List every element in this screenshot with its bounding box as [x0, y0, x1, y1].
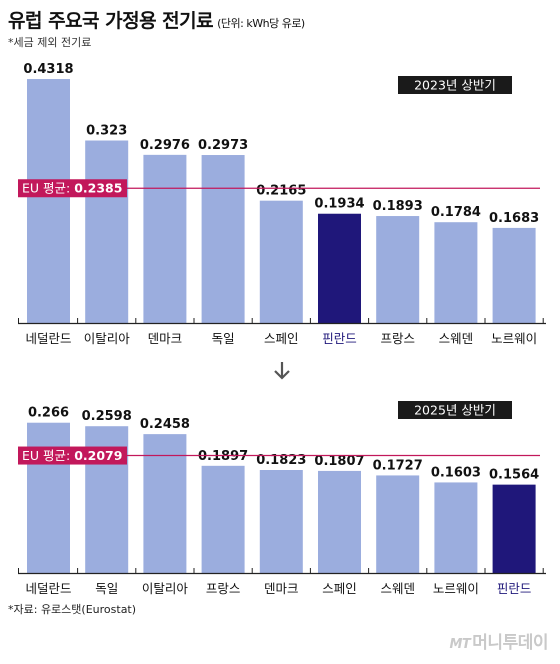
chart-2025: 2025년 상반기 0.266 네덜란드 0.2598 독일 0.2458 이탈리아 0.18… [18, 401, 546, 596]
logo-mark: MT [449, 637, 471, 652]
category-label: 독일 [95, 581, 118, 596]
bar-프랑스 [376, 216, 420, 323]
eu-average-badge [18, 179, 127, 198]
value-label: 0.4318 [23, 62, 73, 77]
category-label: 덴마크 [148, 331, 183, 346]
bar-노르웨이 [492, 227, 536, 323]
bar-스웨덴 [376, 475, 420, 573]
category-label: 이탈리아 [142, 581, 189, 596]
value-label: 0.2458 [140, 417, 190, 432]
value-label: 0.323 [86, 124, 127, 139]
eu-average-value: 0.2079 [74, 448, 122, 463]
value-label: 0.1564 [489, 468, 539, 483]
period-badge: 2025년 상반기 [398, 401, 512, 419]
eu-average-prefix: EU 평균: [22, 448, 74, 463]
value-label: 0.1934 [314, 197, 364, 212]
bar-핀란드 [492, 484, 536, 573]
category-label: 스웨덴 [380, 581, 415, 596]
eu-average-label: EU 평균: 0.2079 [22, 448, 122, 463]
bar-이탈리아 [85, 140, 129, 323]
value-label: 0.1603 [431, 465, 481, 480]
publisher-logo: MT 머니투데이 [449, 628, 548, 653]
eu-average-label: EU 평균: 0.2385 [22, 181, 122, 196]
value-label: 0.2165 [256, 184, 306, 199]
category-label: 스페인 [264, 331, 299, 346]
bar-스페인 [318, 470, 361, 573]
value-label: 0.1683 [489, 211, 539, 226]
subtitle: *세금 제외 전기료 [8, 36, 92, 49]
value-label: 0.266 [28, 406, 69, 421]
category-label: 핀란드 [322, 331, 357, 346]
value-label: 0.2976 [140, 138, 190, 153]
value-label: 0.1727 [373, 458, 423, 473]
chart-title: 유럽 주요국 가정용 전기료 (단위: kWh당 유로) [8, 10, 305, 32]
value-label: 0.2598 [82, 409, 132, 424]
value-label: 0.2973 [198, 138, 248, 153]
category-label: 노르웨이 [491, 331, 537, 346]
value-label: 0.1897 [198, 449, 248, 464]
category-label: 네덜란드 [25, 331, 71, 346]
bar-덴마크 [259, 470, 303, 573]
period-label: 2025년 상반기 [414, 403, 496, 418]
logo-name: 머니투데이 [472, 633, 548, 653]
period-badge: 2023년 상반기 [398, 76, 512, 94]
value-label: 0.1893 [373, 199, 423, 214]
bar-스페인 [259, 200, 303, 323]
unit-label: (단위: kWh당 유로) [217, 17, 305, 30]
category-label: 핀란드 [497, 581, 532, 596]
category-label: 네덜란드 [25, 581, 71, 596]
bar-노르웨이 [434, 482, 478, 573]
bar-덴마크 [143, 154, 187, 323]
source-footnote: *자료: 유로스탯(Eurostat) [8, 603, 137, 616]
category-label: 프랑스 [380, 331, 415, 346]
period-badge-bg [398, 76, 512, 94]
value-label: 0.1784 [431, 205, 481, 220]
eu-average-value: 0.2385 [74, 181, 122, 196]
bar-스웨덴 [434, 222, 478, 323]
bar-독일 [201, 155, 245, 323]
bar-핀란드 [318, 213, 361, 323]
period-badge-bg [398, 401, 512, 419]
category-label: 스페인 [322, 581, 357, 596]
category-label: 스웨덴 [439, 331, 474, 346]
category-label: 이탈리아 [84, 331, 131, 346]
period-label: 2023년 상반기 [414, 78, 496, 93]
bar-네덜란드 [27, 79, 70, 324]
bar-프랑스 [201, 465, 245, 573]
category-label: 덴마크 [264, 581, 299, 596]
category-label: 노르웨이 [433, 581, 479, 596]
bar-이탈리아 [143, 434, 187, 573]
value-label: 0.1823 [256, 453, 306, 468]
category-label: 독일 [212, 331, 235, 346]
down-arrow-icon [274, 362, 290, 380]
eu-average-badge [18, 446, 127, 465]
chart-2023: 2023년 상반기 0.4318 네덜란드 0.323 이탈리아 0.2976 덴마크 0.2… [18, 62, 546, 346]
eu-average-prefix: EU 평균: [22, 181, 74, 196]
category-label: 프랑스 [206, 581, 241, 596]
value-label: 0.1807 [314, 454, 364, 469]
bar-네덜란드 [27, 422, 70, 573]
